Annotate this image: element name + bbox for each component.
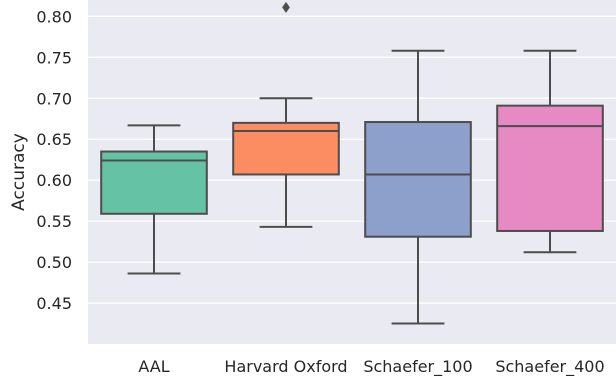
box-harvard-oxford bbox=[232, 1, 340, 228]
boxes bbox=[100, 1, 604, 325]
y-tick-labels: 0.45 0.50 0.55 0.60 0.65 0.70 0.75 0.80 bbox=[36, 7, 72, 313]
y-tick-label: 0.65 bbox=[36, 130, 72, 149]
box-schaefer-100 bbox=[364, 49, 472, 325]
box-schaefer-400 bbox=[496, 49, 604, 254]
x-tick-labels: AAL Harvard Oxford Schaefer_100 Schaefer_40… bbox=[138, 357, 604, 376]
outlier-point bbox=[282, 1, 290, 13]
x-tick-label: Schaefer_400 bbox=[495, 357, 604, 376]
x-tick-label: Harvard Oxford bbox=[224, 357, 347, 376]
y-tick-label: 0.50 bbox=[36, 253, 72, 272]
x-tick-label: AAL bbox=[138, 357, 169, 376]
iqr-box bbox=[364, 121, 472, 238]
y-tick-label: 0.60 bbox=[36, 171, 72, 190]
y-tick-label: 0.75 bbox=[36, 48, 72, 67]
iqr-box bbox=[100, 150, 208, 215]
box-aal bbox=[100, 124, 208, 275]
y-axis-label: Accuracy bbox=[9, 133, 29, 211]
y-tick-label: 0.55 bbox=[36, 212, 72, 231]
iqr-box bbox=[496, 104, 604, 232]
y-tick-label: 0.70 bbox=[36, 89, 72, 108]
y-tick-label: 0.45 bbox=[36, 294, 72, 313]
x-tick-label: Schaefer_100 bbox=[363, 357, 472, 376]
y-tick-label: 0.80 bbox=[36, 7, 72, 26]
